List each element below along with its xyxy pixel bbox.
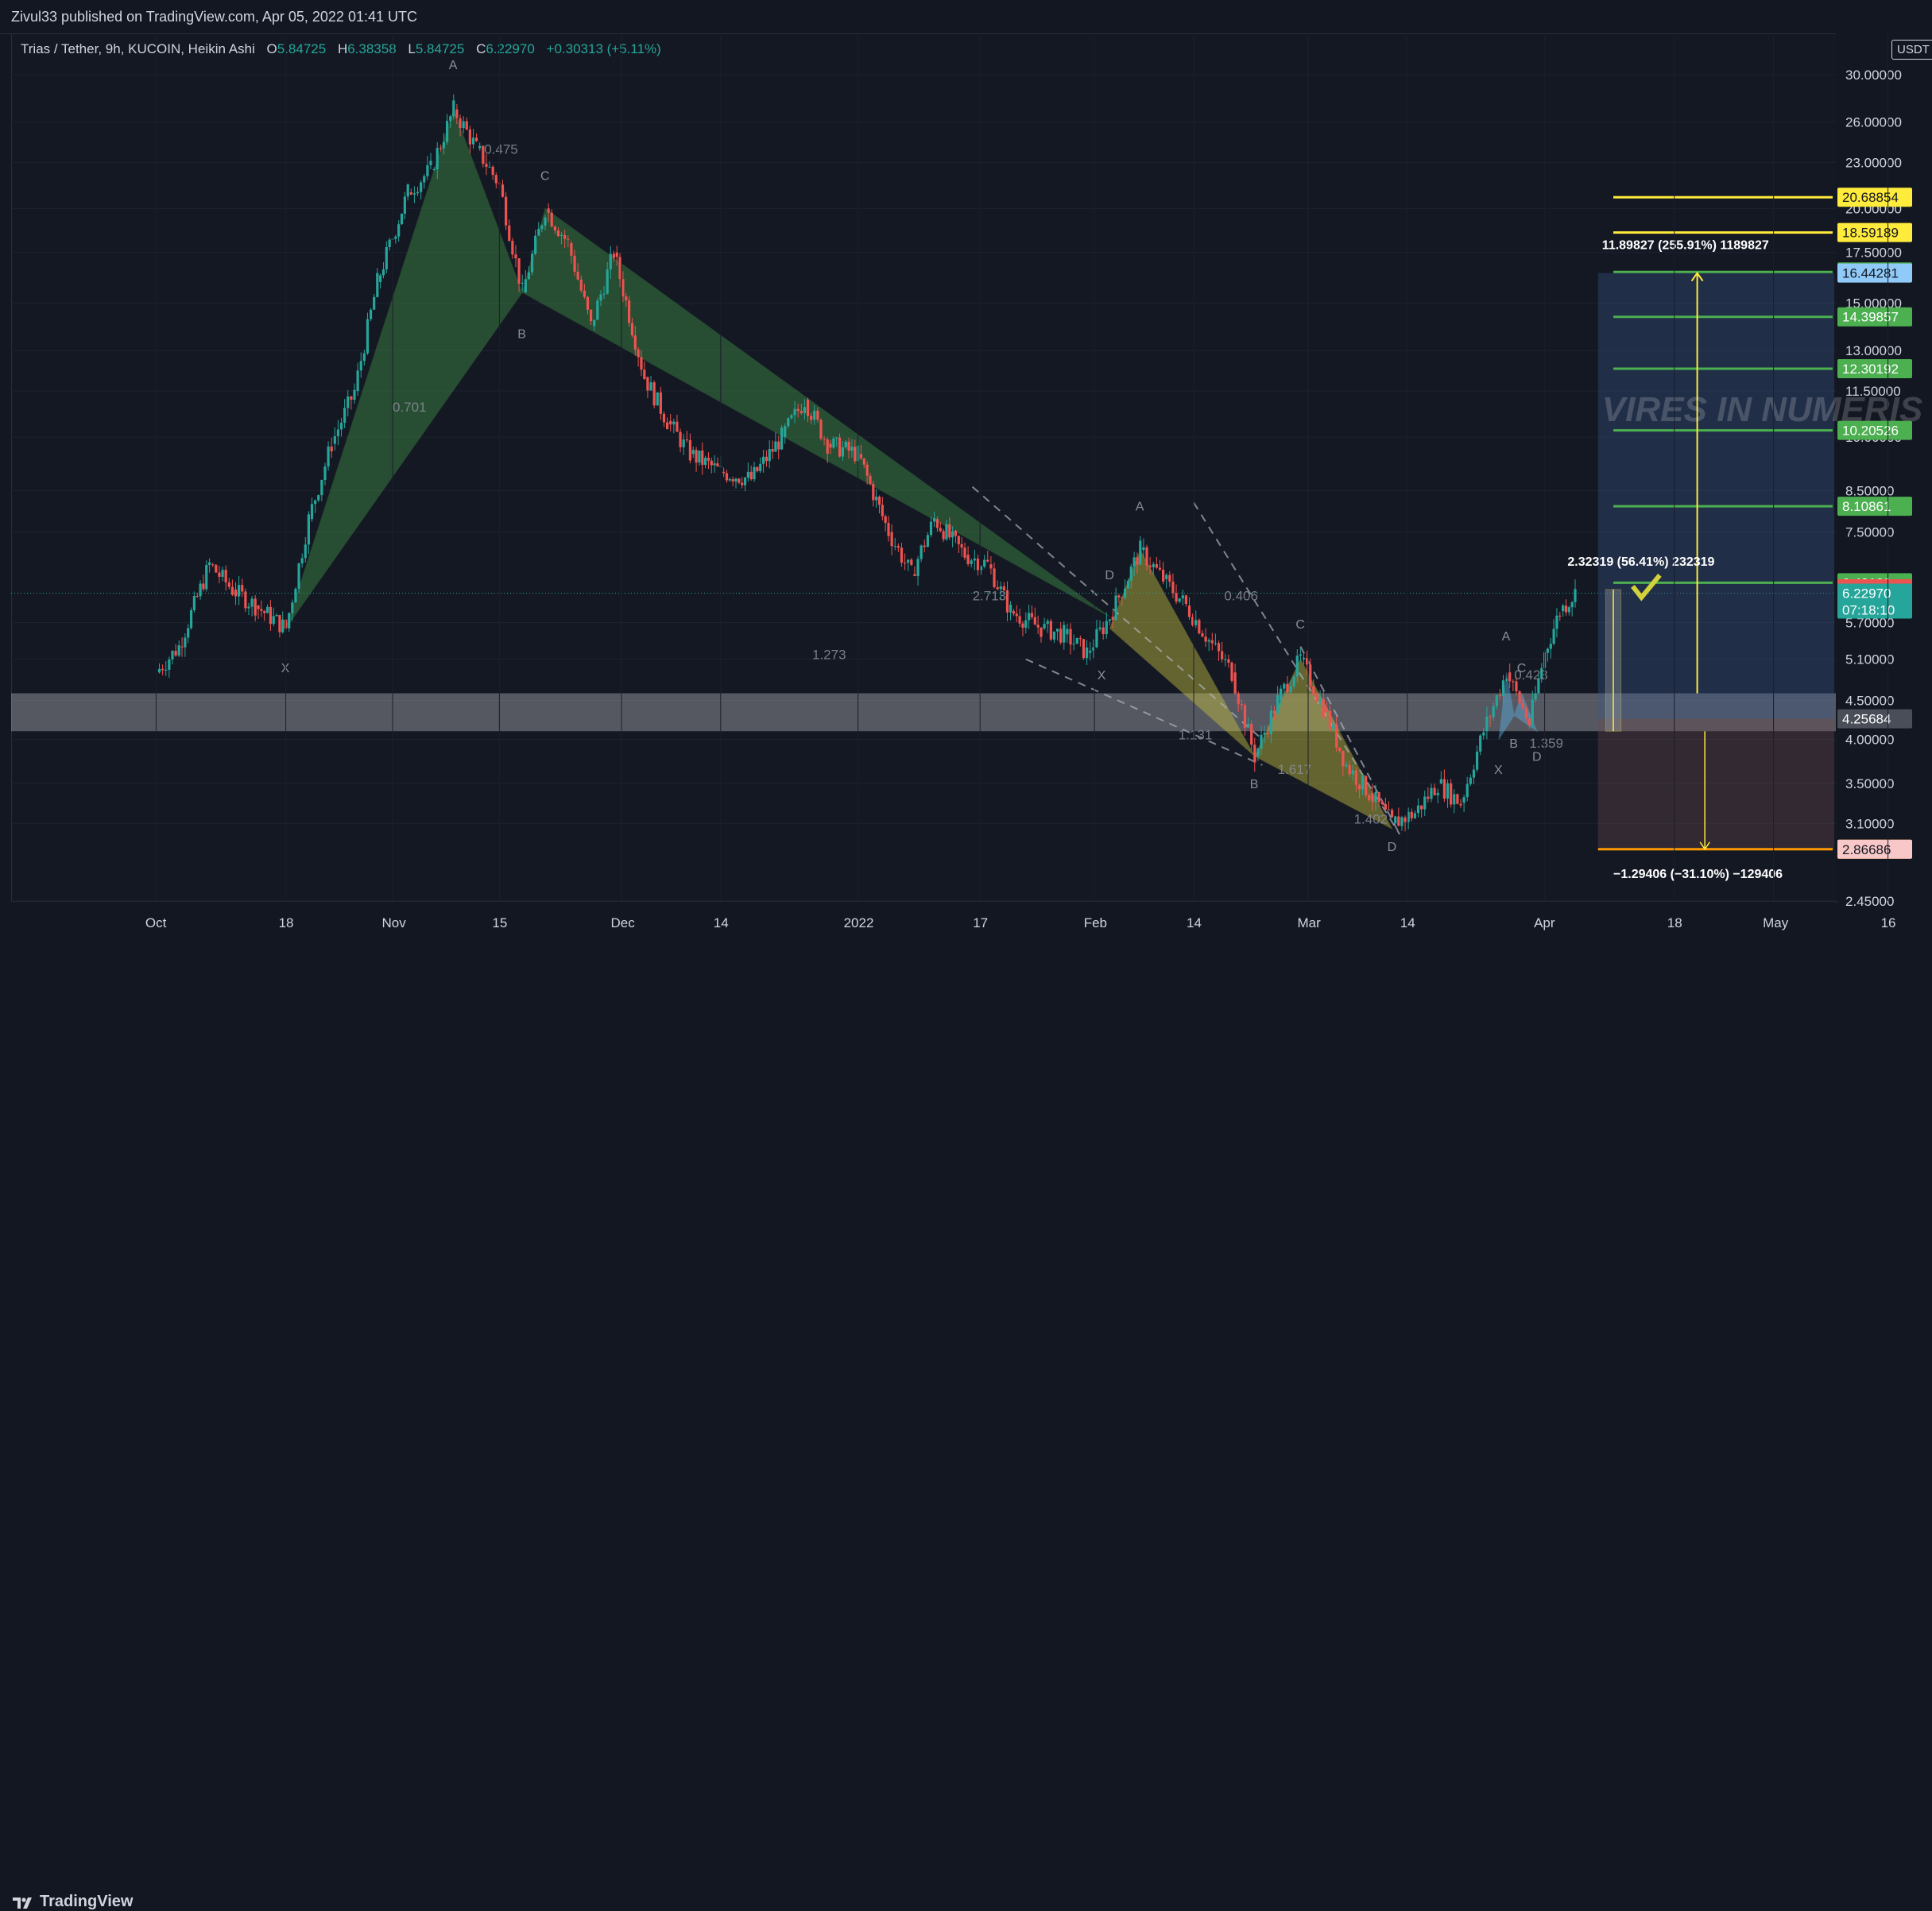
top-bar: Zivul33 published on TradingView.com, Ap… <box>0 0 1932 34</box>
time-axis[interactable] <box>11 901 1836 943</box>
ohlc-high-key: H <box>337 41 348 56</box>
ohlc-close-value: 6.22970 <box>486 41 535 56</box>
ohlc-open-key: O <box>266 41 277 56</box>
ohlc-high-value: 6.38358 <box>347 41 397 56</box>
time-tick-label: 16 <box>1881 915 1896 930</box>
chart-area[interactable] <box>11 33 1837 903</box>
symbol-title: Trias / Tether, 9h, KUCOIN, Heikin Ashi <box>21 41 255 56</box>
ohlc-open-value: 5.84725 <box>277 41 327 56</box>
tradingview-brand: TradingView <box>40 1893 134 1910</box>
symbol-legend: Trias / Tether, 9h, KUCOIN, Heikin Ashi … <box>21 41 661 57</box>
price-axis[interactable] <box>1836 33 1932 901</box>
ohlc-low-value: 5.84725 <box>415 41 465 56</box>
tradingview-logo-icon <box>13 1897 32 1909</box>
ohlc-close-key: C <box>476 41 486 56</box>
footer: TradingView <box>0 942 1932 1910</box>
ohlc-low-key: L <box>408 41 416 56</box>
currency-badge[interactable]: USDT <box>1891 40 1932 60</box>
change-value: +0.30313 (+5.11%) <box>546 41 661 56</box>
published-by-text: Zivul33 published on TradingView.com, Ap… <box>11 9 417 25</box>
